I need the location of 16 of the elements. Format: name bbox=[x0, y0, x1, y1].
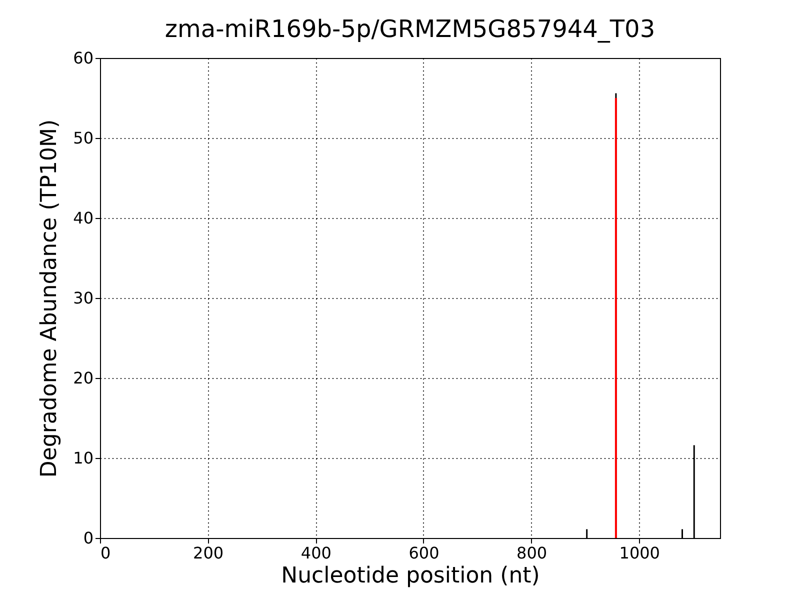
y-tick-label: 20 bbox=[73, 368, 94, 388]
y-axis-title: Degradome Abundance (TP10M) bbox=[37, 119, 62, 478]
y-tick-label: 40 bbox=[73, 208, 94, 228]
x-tick-label: 1000 bbox=[619, 544, 660, 562]
y-tick-label: 60 bbox=[73, 48, 94, 68]
x-tick-label: 600 bbox=[408, 544, 440, 562]
x-tick-label: 200 bbox=[193, 544, 224, 562]
x-tick-label: 0 bbox=[100, 544, 111, 562]
y-tick-label: 50 bbox=[73, 128, 94, 148]
y-tick-label: 30 bbox=[73, 288, 94, 308]
x-axis-title: Nucleotide position (nt) bbox=[281, 564, 540, 588]
chart-title: zma-miR169b-5p/GRMZM5G857944_T03 bbox=[164, 15, 656, 43]
x-tick-label: 800 bbox=[516, 544, 548, 562]
y-tick-label: 0 bbox=[83, 528, 94, 548]
y-tick-label: 10 bbox=[73, 448, 94, 468]
x-tick-label: 400 bbox=[300, 544, 332, 562]
